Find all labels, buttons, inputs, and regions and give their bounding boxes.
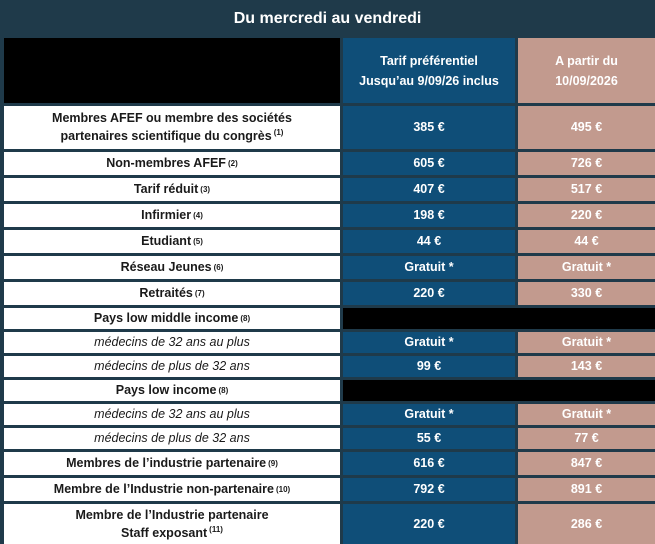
early-price: Gratuit * xyxy=(343,256,515,279)
group-blank-cell xyxy=(343,380,655,401)
header-early-line1: Tarif préférentiel xyxy=(380,53,478,68)
row-label: Réseau Jeunes (6) xyxy=(4,256,340,279)
late-price: Gratuit * xyxy=(518,404,655,425)
row-label: Membre de l’Industrie partenaire Staff e… xyxy=(4,504,340,544)
sub-label: médecins de 32 ans au plus xyxy=(4,404,340,425)
sub-label: médecins de plus de 32 ans xyxy=(4,428,340,449)
footnote-ref: (2) xyxy=(227,158,238,168)
header-early-rate: Tarif préférentiel Jusqu’au 9/09/26 incl… xyxy=(343,38,515,103)
late-price: 143 € xyxy=(518,356,655,377)
row-label-line2: Staff exposant (11) xyxy=(121,524,223,541)
group-blank-cell xyxy=(343,308,655,329)
late-price: 77 € xyxy=(518,428,655,449)
late-price: 220 € xyxy=(518,204,655,227)
early-price: 616 € xyxy=(343,452,515,475)
header-late-line1: A partir du xyxy=(555,53,618,68)
early-price: 605 € xyxy=(343,152,515,175)
late-price: 286 € xyxy=(518,504,655,544)
footnote-ref: (8) xyxy=(218,385,229,395)
row-label: Tarif réduit (3) xyxy=(4,178,340,201)
row-label: Etudiant (5) xyxy=(4,230,340,253)
footnote-ref: (8) xyxy=(240,313,251,323)
late-price: 330 € xyxy=(518,282,655,305)
row-label: Infirmier (4) xyxy=(4,204,340,227)
footnote-ref: (6) xyxy=(213,262,224,272)
header-late-line2: 10/09/2026 xyxy=(555,73,618,88)
header-late-rate: A partir du 10/09/2026 xyxy=(518,38,655,103)
early-price: 385 € xyxy=(343,106,515,149)
row-label-line2: partenaires scientifique du congrès (1) xyxy=(60,128,284,144)
early-price: Gratuit * xyxy=(343,404,515,425)
late-price: Gratuit * xyxy=(518,256,655,279)
late-price: 726 € xyxy=(518,152,655,175)
footnote-ref: (4) xyxy=(193,210,203,220)
early-price: 198 € xyxy=(343,204,515,227)
footnote-ref: (10) xyxy=(275,484,291,494)
early-price: 220 € xyxy=(343,282,515,305)
early-price: Gratuit * xyxy=(343,332,515,353)
group-label-low: Pays low income (8) xyxy=(4,380,340,401)
footnote-ref: (1) xyxy=(273,128,284,138)
sub-label: médecins de 32 ans au plus xyxy=(4,332,340,353)
footnote-ref: (5) xyxy=(193,236,203,246)
late-price: 847 € xyxy=(518,452,655,475)
pricing-table: Tarif préférentiel Jusqu’au 9/09/26 incl… xyxy=(4,38,655,544)
table-title: Du mercredi au vendredi xyxy=(0,0,655,38)
footnote-ref: (7) xyxy=(194,288,205,298)
early-price: 407 € xyxy=(343,178,515,201)
late-price: 495 € xyxy=(518,106,655,149)
late-price: Gratuit * xyxy=(518,332,655,353)
footnote-ref: (11) xyxy=(209,524,223,534)
late-price: 44 € xyxy=(518,230,655,253)
early-price: 220 € xyxy=(343,504,515,544)
row-label-line1: Membres AFEF ou membre des sociétés xyxy=(52,111,292,126)
header-early-line2: Jusqu’au 9/09/26 inclus xyxy=(359,73,499,88)
group-label-low-middle: Pays low middle income (8) xyxy=(4,308,340,329)
early-price: 55 € xyxy=(343,428,515,449)
row-label: Membres de l’industrie partenaire (9) xyxy=(4,452,340,475)
footnote-ref: (9) xyxy=(268,458,278,468)
late-price: 517 € xyxy=(518,178,655,201)
early-price: 44 € xyxy=(343,230,515,253)
early-price: 792 € xyxy=(343,478,515,501)
early-price: 99 € xyxy=(343,356,515,377)
row-label: Retraités (7) xyxy=(4,282,340,305)
header-blank-cell xyxy=(4,38,340,103)
row-label-line1: Membre de l’Industrie partenaire xyxy=(75,507,269,522)
sub-label: médecins de plus de 32 ans xyxy=(4,356,340,377)
footnote-ref: (3) xyxy=(200,184,211,194)
row-label: Membre de l’Industrie non-partenaire (10) xyxy=(4,478,340,501)
row-label: Non-membres AFEF (2) xyxy=(4,152,340,175)
late-price: 891 € xyxy=(518,478,655,501)
row-label: Membres AFEF ou membre des sociétés part… xyxy=(4,106,340,149)
